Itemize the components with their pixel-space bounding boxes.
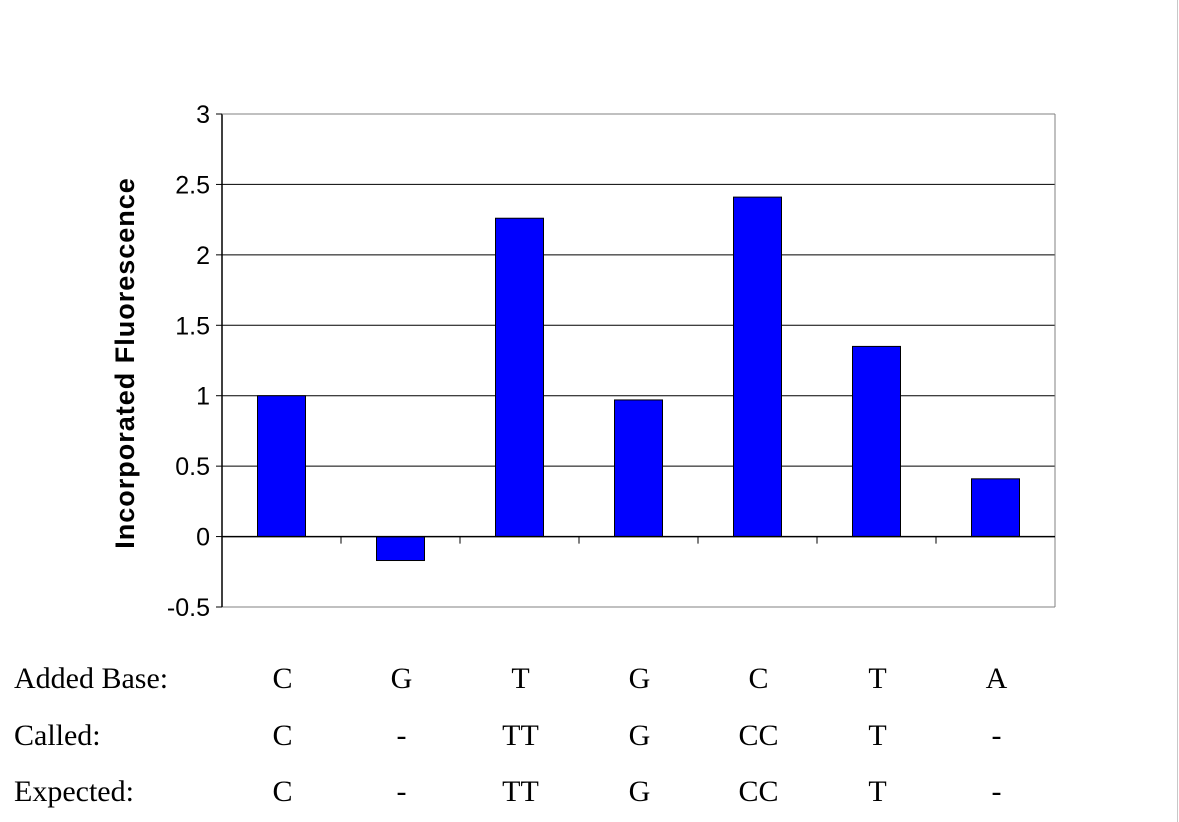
row-cell: C (272, 662, 292, 695)
y-tick-label: 2.5 (175, 171, 210, 199)
row-cell: T (511, 662, 529, 695)
y-tick-label: 3 (196, 101, 210, 129)
row-cell: - (397, 719, 407, 752)
row-label: Added Base: (14, 662, 168, 695)
y-tick-labels: -0.5 0 0.5 1 1.5 2 2.5 3 (167, 101, 210, 622)
axes (216, 113, 1056, 608)
bar (852, 345, 901, 538)
base-rows: Added Base: C G T G C T A Called: C - TT G CC T - Expect… (14, 662, 1008, 808)
row-cell: C (272, 719, 292, 752)
row-cell: T (868, 775, 886, 808)
row-label: Called: (14, 719, 101, 752)
row-cell: T (868, 719, 886, 752)
row-cell: G (629, 775, 651, 808)
row-cell: CC (738, 719, 778, 752)
bar (614, 399, 663, 538)
row-cell: TT (502, 719, 539, 752)
bar (733, 196, 782, 538)
row-cell: A (986, 662, 1008, 695)
right-edge-divider (1177, 0, 1178, 822)
row-cell: T (868, 662, 886, 695)
row-cell: CC (738, 775, 778, 808)
y-tick-label: 1 (196, 383, 210, 411)
row-cell: - (397, 775, 407, 808)
row-cell: G (629, 662, 651, 695)
row-cell: - (992, 775, 1002, 808)
row-cell: TT (502, 775, 539, 808)
row-cell: - (992, 719, 1002, 752)
bars (257, 196, 1020, 562)
y-tick-label: 1.5 (175, 312, 210, 340)
row-label: Expected: (14, 775, 134, 808)
y-axis-title: Incorporated Fluorescence (110, 177, 140, 549)
bar (376, 536, 425, 562)
row-cell: C (748, 662, 768, 695)
y-tick-label: 2 (196, 242, 210, 270)
bar (257, 395, 306, 538)
row-cell: C (272, 775, 292, 808)
bar (495, 217, 544, 538)
y-tick-label: 0 (196, 524, 210, 552)
y-tick-label: 0.5 (175, 453, 210, 481)
row-cell: G (391, 662, 413, 695)
y-tick-label: -0.5 (167, 594, 210, 622)
row-cell: G (629, 719, 651, 752)
bar (971, 478, 1020, 538)
